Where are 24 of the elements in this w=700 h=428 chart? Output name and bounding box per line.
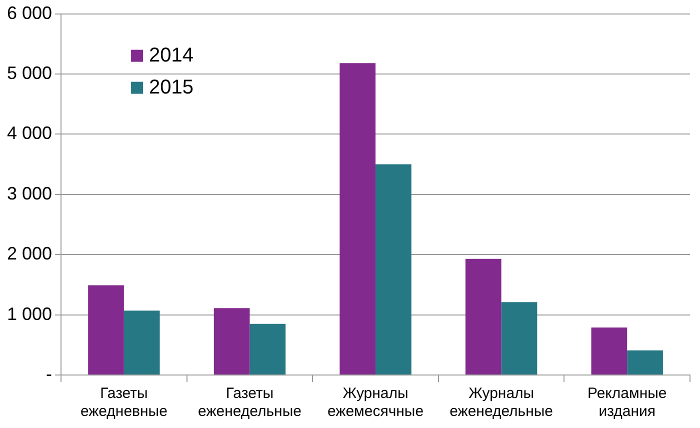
y-tick-label: 2 000 bbox=[6, 244, 52, 264]
x-tick-label: Газеты ежедневные bbox=[80, 385, 168, 420]
y-tick-label: - bbox=[46, 364, 52, 384]
bar bbox=[88, 285, 124, 374]
bar bbox=[591, 327, 628, 374]
bar bbox=[340, 63, 376, 374]
legend-label: 2015 bbox=[149, 76, 194, 98]
bar bbox=[465, 258, 502, 374]
bar bbox=[250, 324, 286, 374]
legend-label: 2014 bbox=[149, 44, 194, 66]
bar bbox=[376, 164, 412, 374]
bar bbox=[124, 310, 160, 374]
y-tick-label: 3 000 bbox=[6, 183, 52, 204]
x-tick-label: Рекламные издания bbox=[587, 385, 667, 420]
bar bbox=[214, 308, 250, 374]
bar bbox=[627, 350, 663, 374]
x-tick-label: Газеты еженедельные bbox=[198, 385, 302, 420]
y-tick-label: 6 000 bbox=[6, 2, 52, 23]
y-tick-label: 4 000 bbox=[6, 123, 52, 144]
x-tick-label: Журналы ежемесячные bbox=[327, 385, 424, 420]
bar bbox=[501, 302, 538, 374]
y-tick-label: 5 000 bbox=[6, 62, 52, 83]
y-tick-label: 1 000 bbox=[6, 304, 52, 324]
x-tick-label: Журналы еженедельные bbox=[450, 385, 554, 420]
